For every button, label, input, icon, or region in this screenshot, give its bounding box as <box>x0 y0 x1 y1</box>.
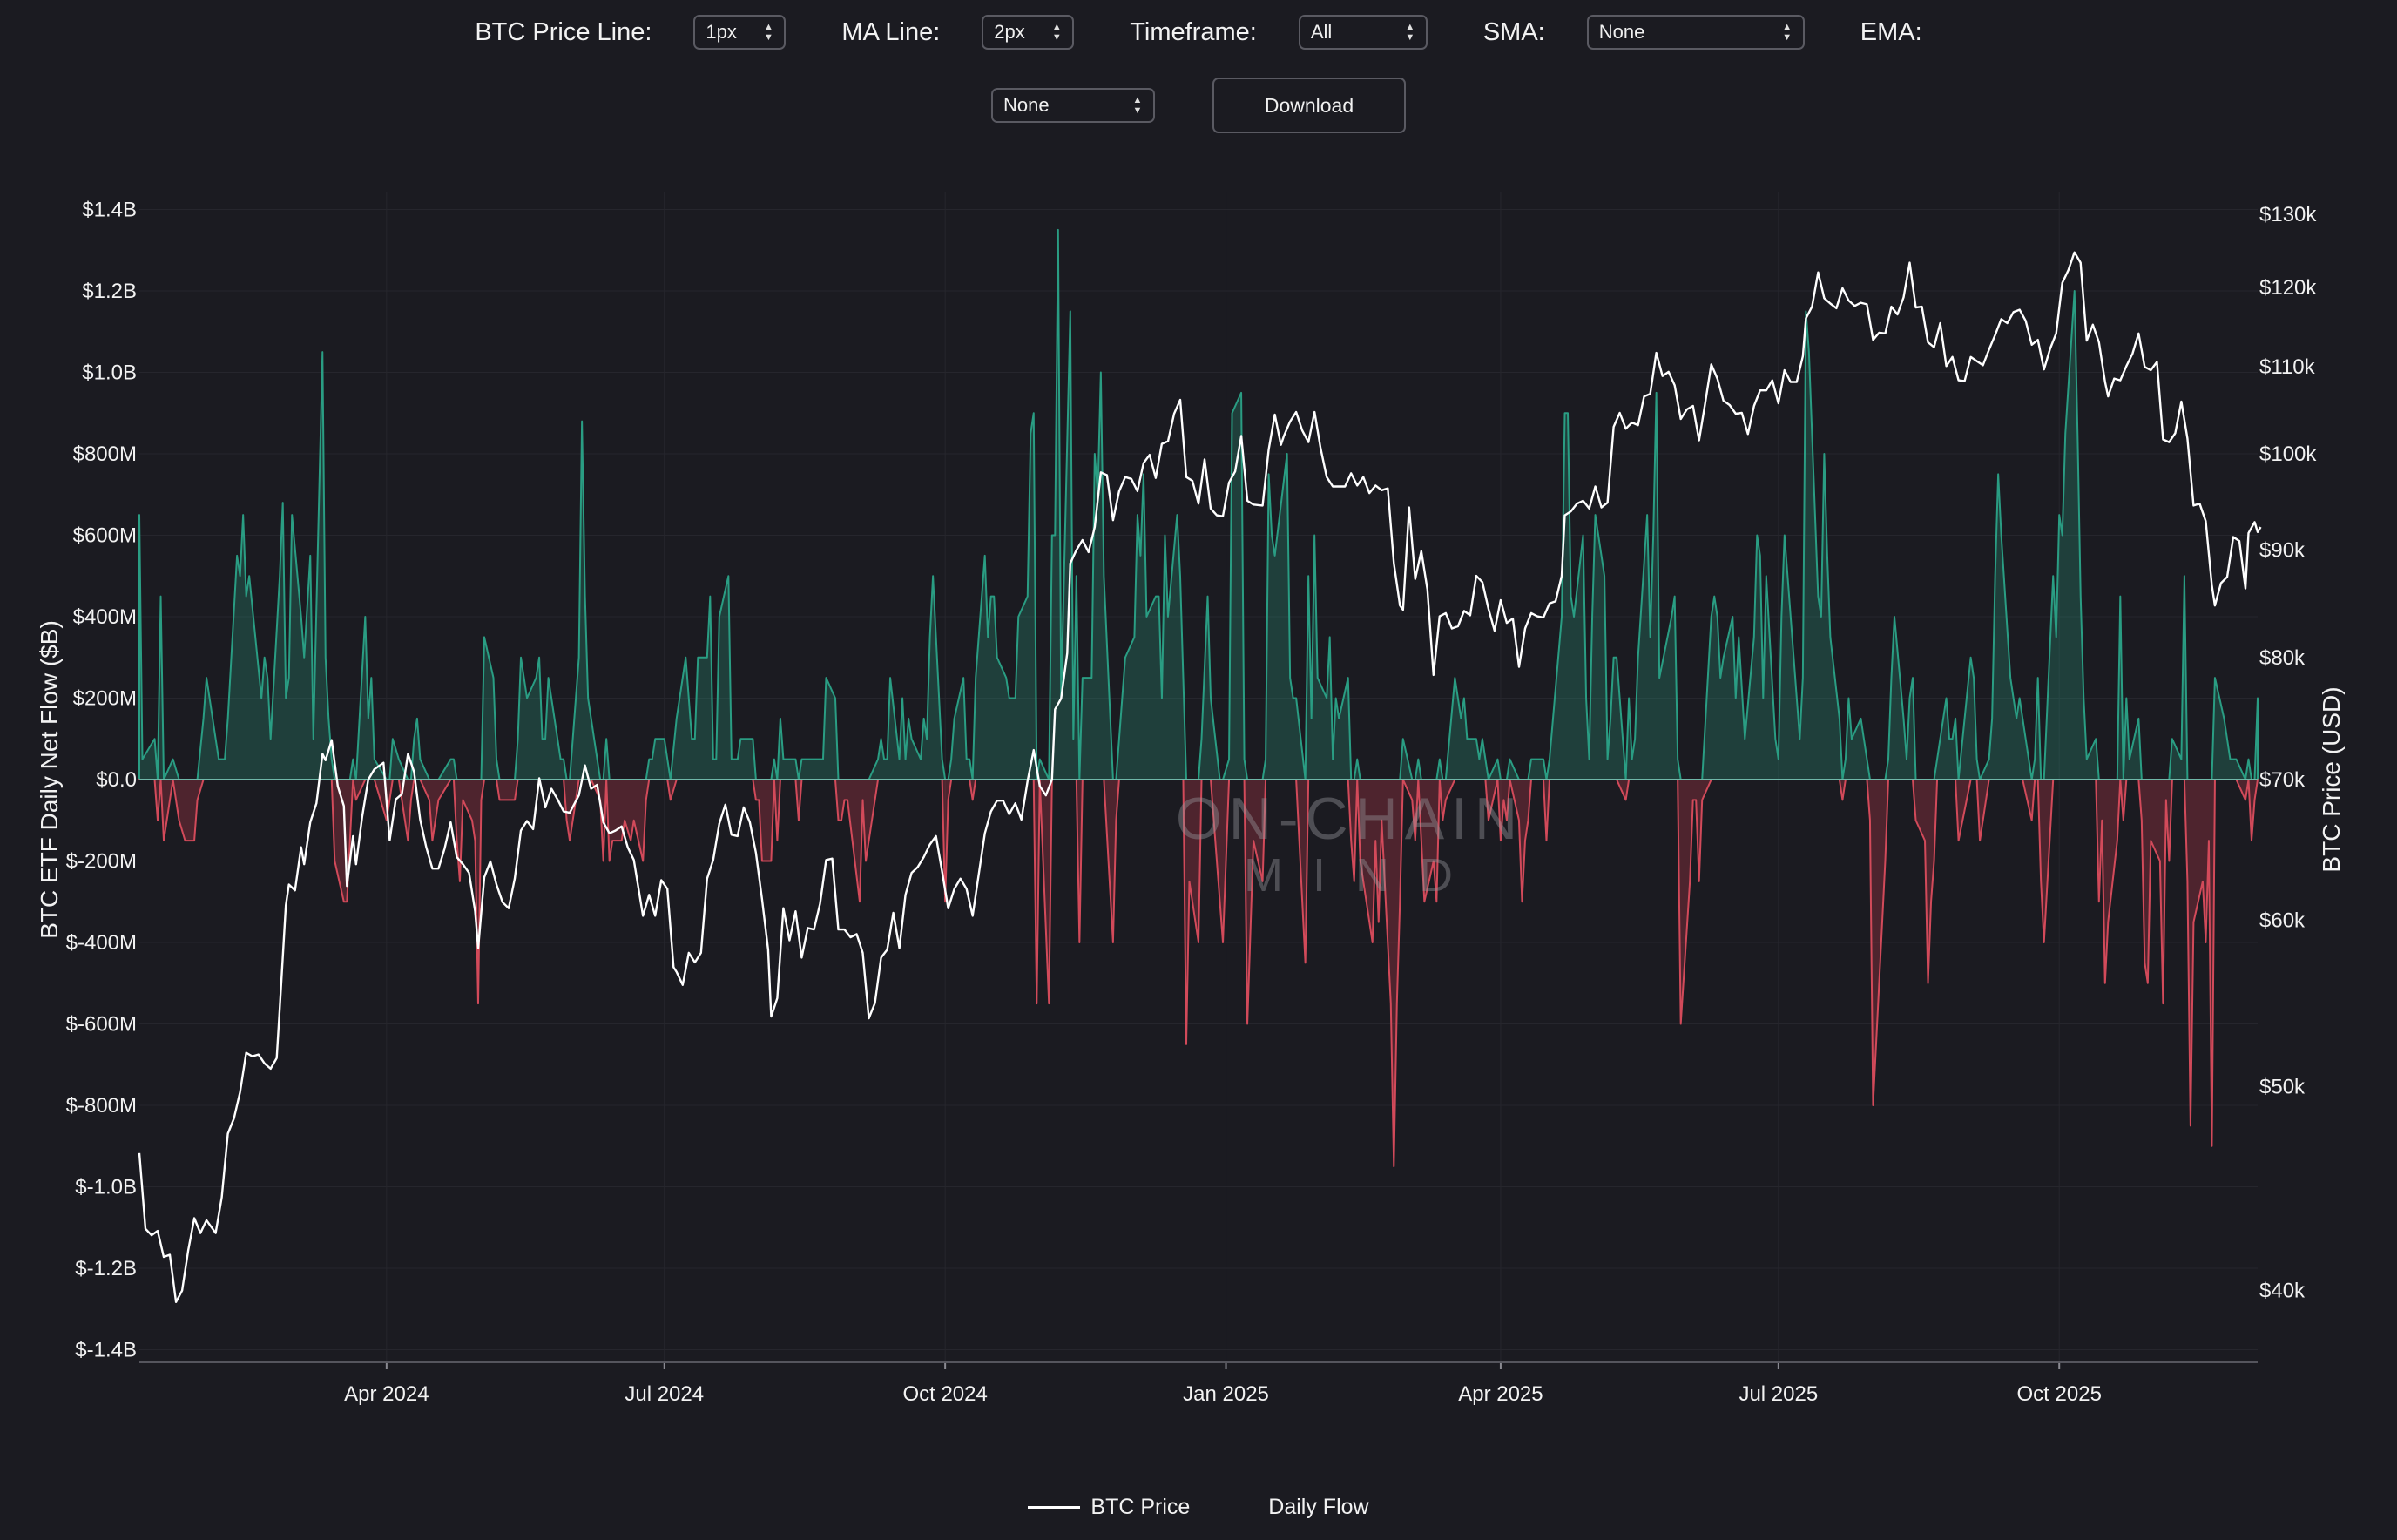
flow-series <box>138 228 2259 1168</box>
right-tick-label: $40k <box>2259 1280 2306 1303</box>
x-tick-label: Apr 2024 <box>344 1382 429 1406</box>
x-tick-label: Jul 2025 <box>1739 1382 1818 1406</box>
right-tick-label: $120k <box>2259 276 2317 300</box>
axes: $1.4B $1.2B $1.0B $800M $600M $400M $200M $0.0 $… <box>66 199 2318 1407</box>
price-line-select[interactable]: 1px ▲ ▼ <box>693 15 787 50</box>
x-tick-label: Jan 2025 <box>1183 1382 1269 1406</box>
timeframe-value: All <box>1310 21 1333 43</box>
price-line-label: BTC Price Line: <box>475 17 652 46</box>
left-tick-label: $0.0 <box>96 768 137 792</box>
watermark: ON-CHAIN MIND <box>1141 788 1559 902</box>
left-tick-label: $-200M <box>66 850 137 874</box>
left-tick-label: $-1.4B <box>75 1339 137 1362</box>
watermark-line2: MIND <box>1244 849 1482 902</box>
legend-item-flow[interactable]: Daily Flow <box>1268 1495 1368 1520</box>
left-tick-label: $1.0B <box>82 361 137 385</box>
ma-line-label: MA Line: <box>841 17 941 46</box>
x-tick-label: Jul 2024 <box>625 1382 704 1406</box>
left-tick-label: $-400M <box>66 931 137 955</box>
left-tick-label: $800M <box>73 442 137 466</box>
left-tick-label: $1.2B <box>82 280 137 303</box>
right-tick-label: $130k <box>2259 203 2317 226</box>
timeframe-label: Timeframe: <box>1130 17 1257 46</box>
btc-price-line <box>138 251 2262 1303</box>
controls-row-bottom: None ▲ ▼ Download <box>0 77 2397 134</box>
right-tick-label: $50k <box>2259 1076 2306 1099</box>
ma-line-select[interactable]: 2px ▲ ▼ <box>982 15 1075 50</box>
chevron-updown-icon: ▲ ▼ <box>1132 95 1143 116</box>
ema-select[interactable]: None ▲ ▼ <box>991 88 1155 123</box>
right-tick-label: $90k <box>2259 539 2306 563</box>
x-tick-label: Oct 2025 <box>2017 1382 2102 1406</box>
flow-inflow-area <box>138 228 2259 780</box>
chevron-updown-icon: ▲ ▼ <box>1782 22 1793 43</box>
right-tick-label: $80k <box>2259 646 2306 670</box>
x-tick-label: Apr 2025 <box>1458 1382 1543 1406</box>
left-tick-label: $-1.2B <box>75 1257 137 1280</box>
right-tick-label: $70k <box>2259 768 2306 792</box>
right-axis-title: BTC Price (USD) <box>2318 686 2345 872</box>
controls-row-top: BTC Price Line: 1px ▲ ▼ MA Line: 2px ▲ ▼ T… <box>0 14 2397 51</box>
price-line-value: 1px <box>706 21 737 43</box>
ma-line-value: 2px <box>994 21 1025 43</box>
chevron-updown-icon: ▲ ▼ <box>1405 22 1415 43</box>
legend: BTC Price Daily Flow <box>0 1489 2397 1524</box>
legend-line-swatch <box>1028 1505 1081 1509</box>
x-tick-label: Oct 2024 <box>902 1382 987 1406</box>
left-tick-label: $-800M <box>66 1094 137 1118</box>
legend-flow-label: Daily Flow <box>1268 1494 1369 1519</box>
right-tick-label: $100k <box>2259 442 2317 466</box>
ema-label: EMA: <box>1860 17 1922 46</box>
price-series <box>138 251 2262 1303</box>
left-tick-label: $600M <box>73 524 137 548</box>
left-tick-label: $400M <box>73 605 137 629</box>
legend-price-label: BTC Price <box>1090 1494 1191 1519</box>
left-tick-label: $-600M <box>66 1013 137 1037</box>
left-tick-label: $200M <box>73 687 137 711</box>
left-tick-label: $-1.0B <box>75 1176 137 1199</box>
left-axis-title: BTC ETF Daily Net Flow ($B) <box>36 620 63 939</box>
ema-value: None <box>1003 94 1050 116</box>
right-tick-label: $110k <box>2259 355 2316 379</box>
watermark-line1: ON-CHAIN <box>1175 786 1525 852</box>
chevron-updown-icon: ▲ ▼ <box>1051 22 1062 43</box>
timeframe-select[interactable]: All ▲ ▼ <box>1298 15 1428 50</box>
download-button[interactable]: Download <box>1212 78 1406 133</box>
right-tick-label: $60k <box>2259 909 2306 933</box>
chevron-updown-icon: ▲ ▼ <box>763 22 773 43</box>
sma-value: None <box>1598 21 1645 43</box>
legend-item-price[interactable]: BTC Price <box>1028 1495 1190 1520</box>
sma-label: SMA: <box>1482 17 1545 46</box>
left-tick-label: $1.4B <box>82 199 137 222</box>
sma-select[interactable]: None ▲ ▼ <box>1586 15 1805 50</box>
